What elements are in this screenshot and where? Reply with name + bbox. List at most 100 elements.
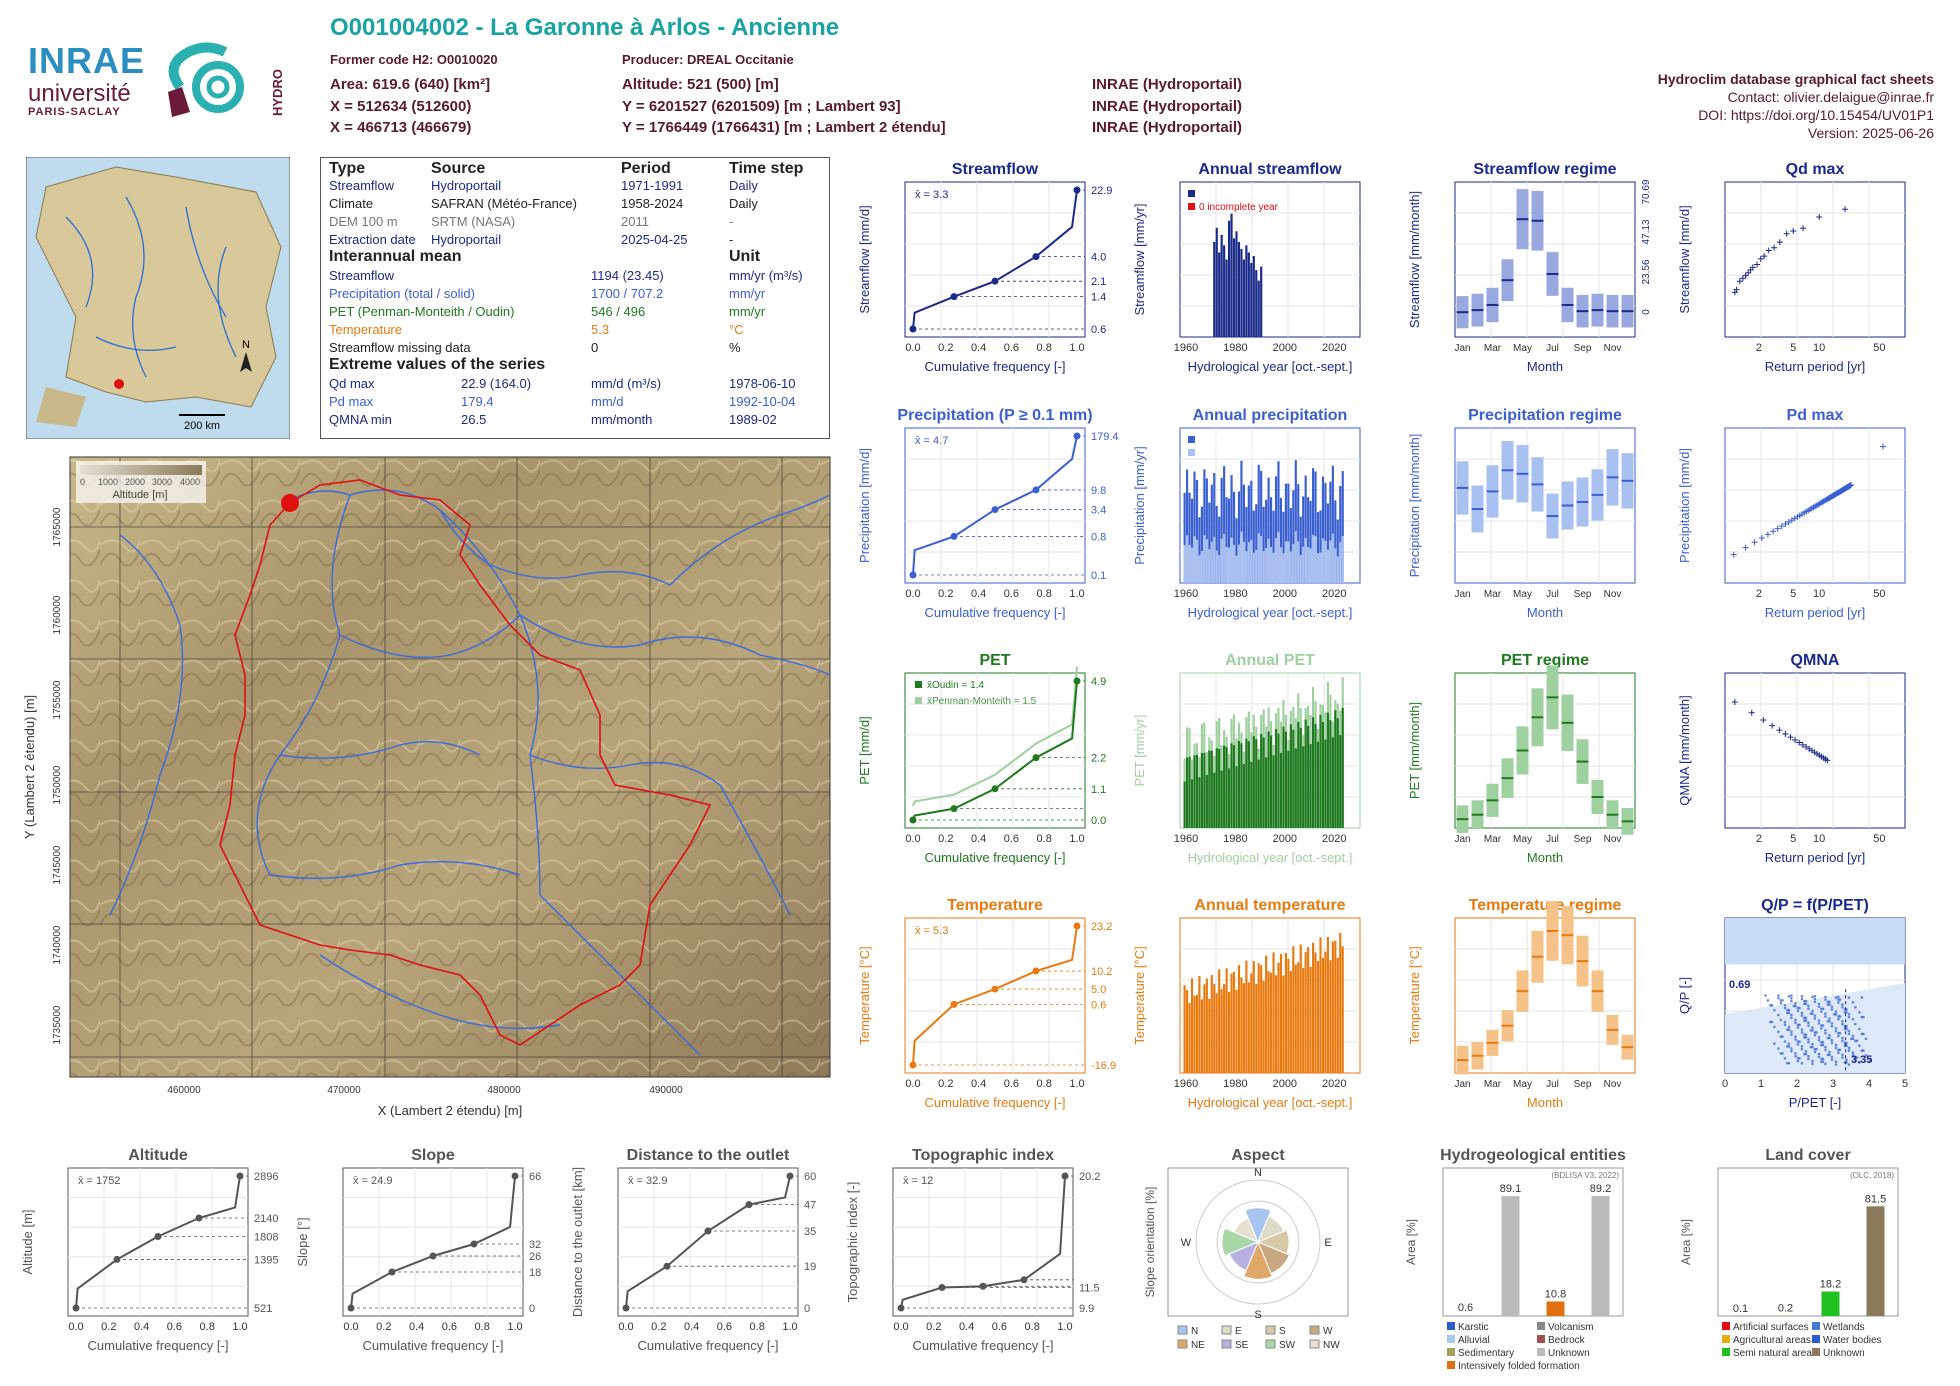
x-tick-label: 0.8 — [750, 1321, 765, 1333]
data-point — [1843, 1010, 1847, 1014]
x-tick-label: 0.4 — [971, 833, 986, 845]
data-point — [1804, 1050, 1808, 1053]
x-tick-label: 10 — [1813, 342, 1825, 354]
data-point — [1829, 492, 1836, 499]
x-tick-label: 0.6 — [167, 1321, 182, 1333]
data-point — [1817, 1052, 1821, 1056]
x-tick-label: 1980 — [1223, 833, 1247, 845]
bar — [1316, 728, 1320, 828]
data-point — [1807, 1004, 1810, 1008]
bar — [1225, 497, 1228, 583]
data-point — [1791, 515, 1798, 522]
data-point — [1841, 1006, 1844, 1009]
bar — [1252, 510, 1255, 583]
data-point — [1838, 487, 1845, 494]
legend-swatch — [1812, 1322, 1820, 1330]
right-tick-label: 23.56 — [1641, 259, 1652, 284]
plot-area — [1442, 1167, 1624, 1317]
data-point — [1825, 495, 1832, 502]
data-point — [1809, 1012, 1813, 1015]
regime-box — [1486, 287, 1499, 323]
map-ytick: 1745000 — [52, 845, 63, 884]
bar — [1225, 968, 1228, 1073]
y-axis-label: Precipitation [mm/d] — [857, 448, 872, 563]
data-point — [1779, 1052, 1783, 1055]
bar — [1186, 727, 1189, 828]
data-point — [1800, 1031, 1804, 1034]
data-point — [1796, 1009, 1800, 1013]
bar — [1188, 1003, 1191, 1073]
chart-title: Streamflow regime — [1473, 161, 1616, 178]
chart-panel: Qd max Return period [yr] Streamflow [mm/d… — [1677, 161, 1906, 374]
data-point — [1783, 1023, 1787, 1027]
regime-box — [1471, 485, 1484, 533]
legend-label: x̄Oudin = 1.4 — [927, 680, 984, 691]
data-point — [1830, 1008, 1834, 1011]
bar-secondary — [1208, 750, 1211, 828]
bar — [1307, 705, 1310, 828]
x-tick-label: 0.8 — [200, 1321, 215, 1333]
plot-area — [892, 1167, 1074, 1317]
legend-swatch — [1537, 1335, 1545, 1343]
data-point — [950, 805, 958, 813]
x-axis-label: Cumulative frequency [-] — [88, 1338, 229, 1353]
y-axis-label: Area [%] — [1404, 1219, 1418, 1265]
data-point — [1816, 214, 1823, 221]
data-point — [1787, 1008, 1791, 1012]
data-point — [1838, 1015, 1842, 1018]
x-tick-label: Jul — [1546, 589, 1559, 600]
bar — [1247, 252, 1250, 337]
data-point — [1879, 443, 1886, 450]
data-point — [1803, 1036, 1806, 1039]
data-point — [1854, 1059, 1857, 1062]
x-tick-label: 2 — [1794, 1078, 1800, 1090]
data-point — [1828, 1033, 1831, 1037]
y-lambert2e: Y = 1766449 (1766431) [m ; Lambert 2 éte… — [622, 119, 946, 136]
chart-title: Annual streamflow — [1198, 161, 1342, 178]
legend-label: Agricultural areas — [1733, 1335, 1811, 1346]
data-point — [1821, 1040, 1825, 1044]
mean-label: Streamflow missing data — [329, 340, 471, 355]
bar — [1242, 983, 1245, 1073]
bar-secondary — [1302, 746, 1305, 828]
data-point — [1777, 994, 1780, 997]
data-point — [1834, 1043, 1838, 1047]
regime-box — [1621, 807, 1634, 835]
data-point — [511, 1172, 519, 1180]
data-point — [1820, 1060, 1823, 1064]
data-point — [1807, 1057, 1810, 1061]
data-point — [979, 1282, 987, 1290]
chart-title: QMNA — [1791, 652, 1840, 669]
bar — [1220, 745, 1223, 828]
legend-swatch — [1722, 1335, 1730, 1343]
bar — [1289, 710, 1292, 828]
data-point — [1765, 247, 1772, 254]
data-point — [1868, 1059, 1872, 1062]
minimap-scale: 200 km — [184, 420, 220, 432]
regime-box — [1531, 457, 1544, 512]
category-chart: Land cover Area [%] (OLC, 2018) 0.1 0.2 18.2 8… — [1679, 1147, 1899, 1359]
data-point — [1073, 432, 1081, 440]
y-axis-label: Slope [°] — [295, 1217, 310, 1266]
data-point — [1847, 1063, 1851, 1066]
y-axis-label: Precipitation [mm/d] — [1677, 448, 1692, 563]
x-lambert2e: X = 466713 (466679) — [330, 119, 472, 136]
rose-sector — [1243, 1240, 1273, 1280]
data-point — [1754, 261, 1761, 268]
bar — [1326, 936, 1329, 1073]
mean-unit: mm/yr (m³/s) — [729, 268, 803, 283]
bar-secondary — [1302, 546, 1305, 583]
data-point — [1814, 750, 1821, 757]
bar-secondary — [1223, 745, 1226, 828]
chart-panel: Annual streamflow Hydrological year [oct.… — [1132, 161, 1361, 374]
data-point — [1841, 1022, 1844, 1026]
bar — [1220, 234, 1223, 337]
bar — [1321, 957, 1325, 1073]
bar — [1302, 734, 1305, 828]
chart-title: Slope — [411, 1147, 455, 1164]
bar-value-label: 10.8 — [1545, 1288, 1566, 1300]
data-point — [1824, 1012, 1827, 1015]
data-point — [1811, 1062, 1814, 1066]
data-point — [1798, 1040, 1801, 1043]
regime-box — [1546, 665, 1559, 730]
